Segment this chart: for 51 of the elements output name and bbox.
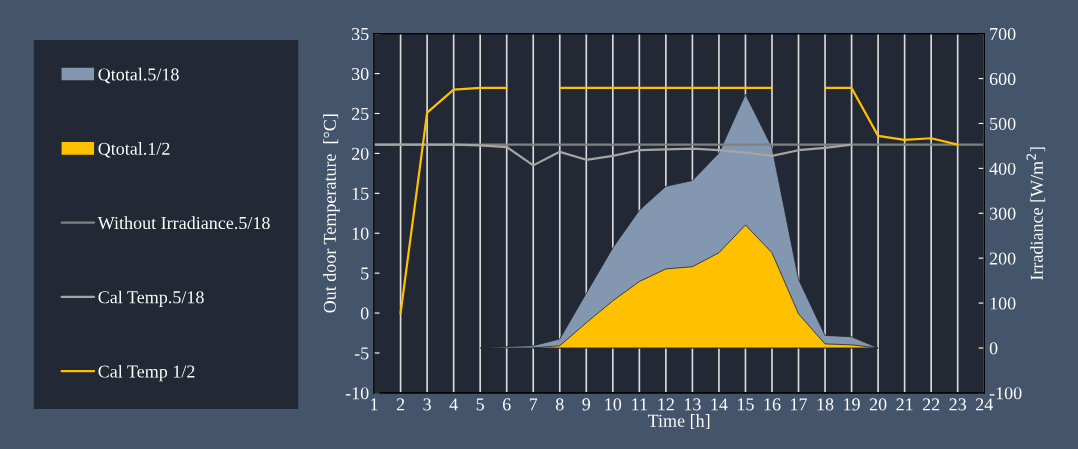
y2-tick-label: 0: [989, 342, 998, 355]
y-tick-label: 0: [360, 307, 369, 320]
legend-label: Cal Temp 1/2: [98, 364, 195, 382]
y-tick-label: -10: [345, 387, 369, 400]
x-tick-label: 19: [844, 398, 860, 411]
legend-label: Without Irradiance.5/18: [97, 216, 270, 230]
y2-tick-label: -100: [989, 387, 1022, 400]
y2-axis-title: Irradiance [W/m$^{2}$]: [1026, 147, 1046, 280]
x-tick-label: 14: [711, 398, 728, 411]
y-tick-label: 15: [352, 187, 369, 200]
y-tick-label: 25: [351, 107, 369, 120]
x-tick-label: 15: [738, 398, 754, 411]
x-tick-label: 11: [632, 398, 647, 411]
y2-tick-label: 100: [990, 297, 1016, 310]
y2-tick-label: 200: [989, 252, 1016, 265]
y-axis-title: Out door Temperature [°C]: [323, 114, 340, 313]
y-tick-label: -5: [354, 347, 369, 360]
x-tick-label: 13: [684, 398, 701, 411]
x-tick-label: 23: [949, 398, 967, 411]
y2-tick-label: 500: [990, 117, 1016, 130]
x-tick-label: 5: [476, 398, 484, 411]
y-tick-label: 10: [352, 227, 369, 240]
x-tick-label: 9: [582, 398, 591, 411]
x-tick-label: 8: [555, 398, 564, 411]
legend-label: Qtotal.5/18: [98, 67, 179, 84]
x-axis-title: Time [h]: [647, 414, 710, 430]
y2-tick-label: 300: [989, 207, 1016, 220]
x-tick-label: 22: [922, 398, 940, 411]
y2-tick-label: 700: [990, 27, 1016, 41]
x-tick-label: 6: [502, 398, 511, 411]
x-tick-label: 17: [791, 398, 808, 411]
x-tick-label: 18: [817, 398, 834, 411]
x-tick-label: 1: [371, 398, 378, 411]
x-tick-label: 4: [449, 398, 458, 411]
y-tick-label: 5: [361, 267, 369, 280]
x-tick-label: 20: [869, 398, 887, 411]
y-tick-label: 20: [351, 147, 369, 160]
legend-label: Qtotal.1/2: [98, 142, 170, 158]
x-tick-label: 7: [529, 398, 538, 411]
x-tick-label: 21: [896, 398, 913, 411]
y-tick-label: 35: [352, 27, 369, 41]
y-tick-label: 30: [352, 67, 369, 81]
y2-tick-label: 600: [989, 72, 1016, 86]
x-tick-label: 3: [423, 398, 431, 411]
x-tick-label: 10: [605, 398, 622, 411]
x-tick-label: 16: [764, 398, 781, 411]
x-tick-label: 12: [658, 398, 674, 411]
legend-label: Cal Temp.5/18: [98, 290, 204, 307]
y2-tick-label: 400: [989, 162, 1016, 175]
x-tick-label: 2: [396, 398, 405, 411]
x-tick-label: 24: [975, 398, 993, 411]
